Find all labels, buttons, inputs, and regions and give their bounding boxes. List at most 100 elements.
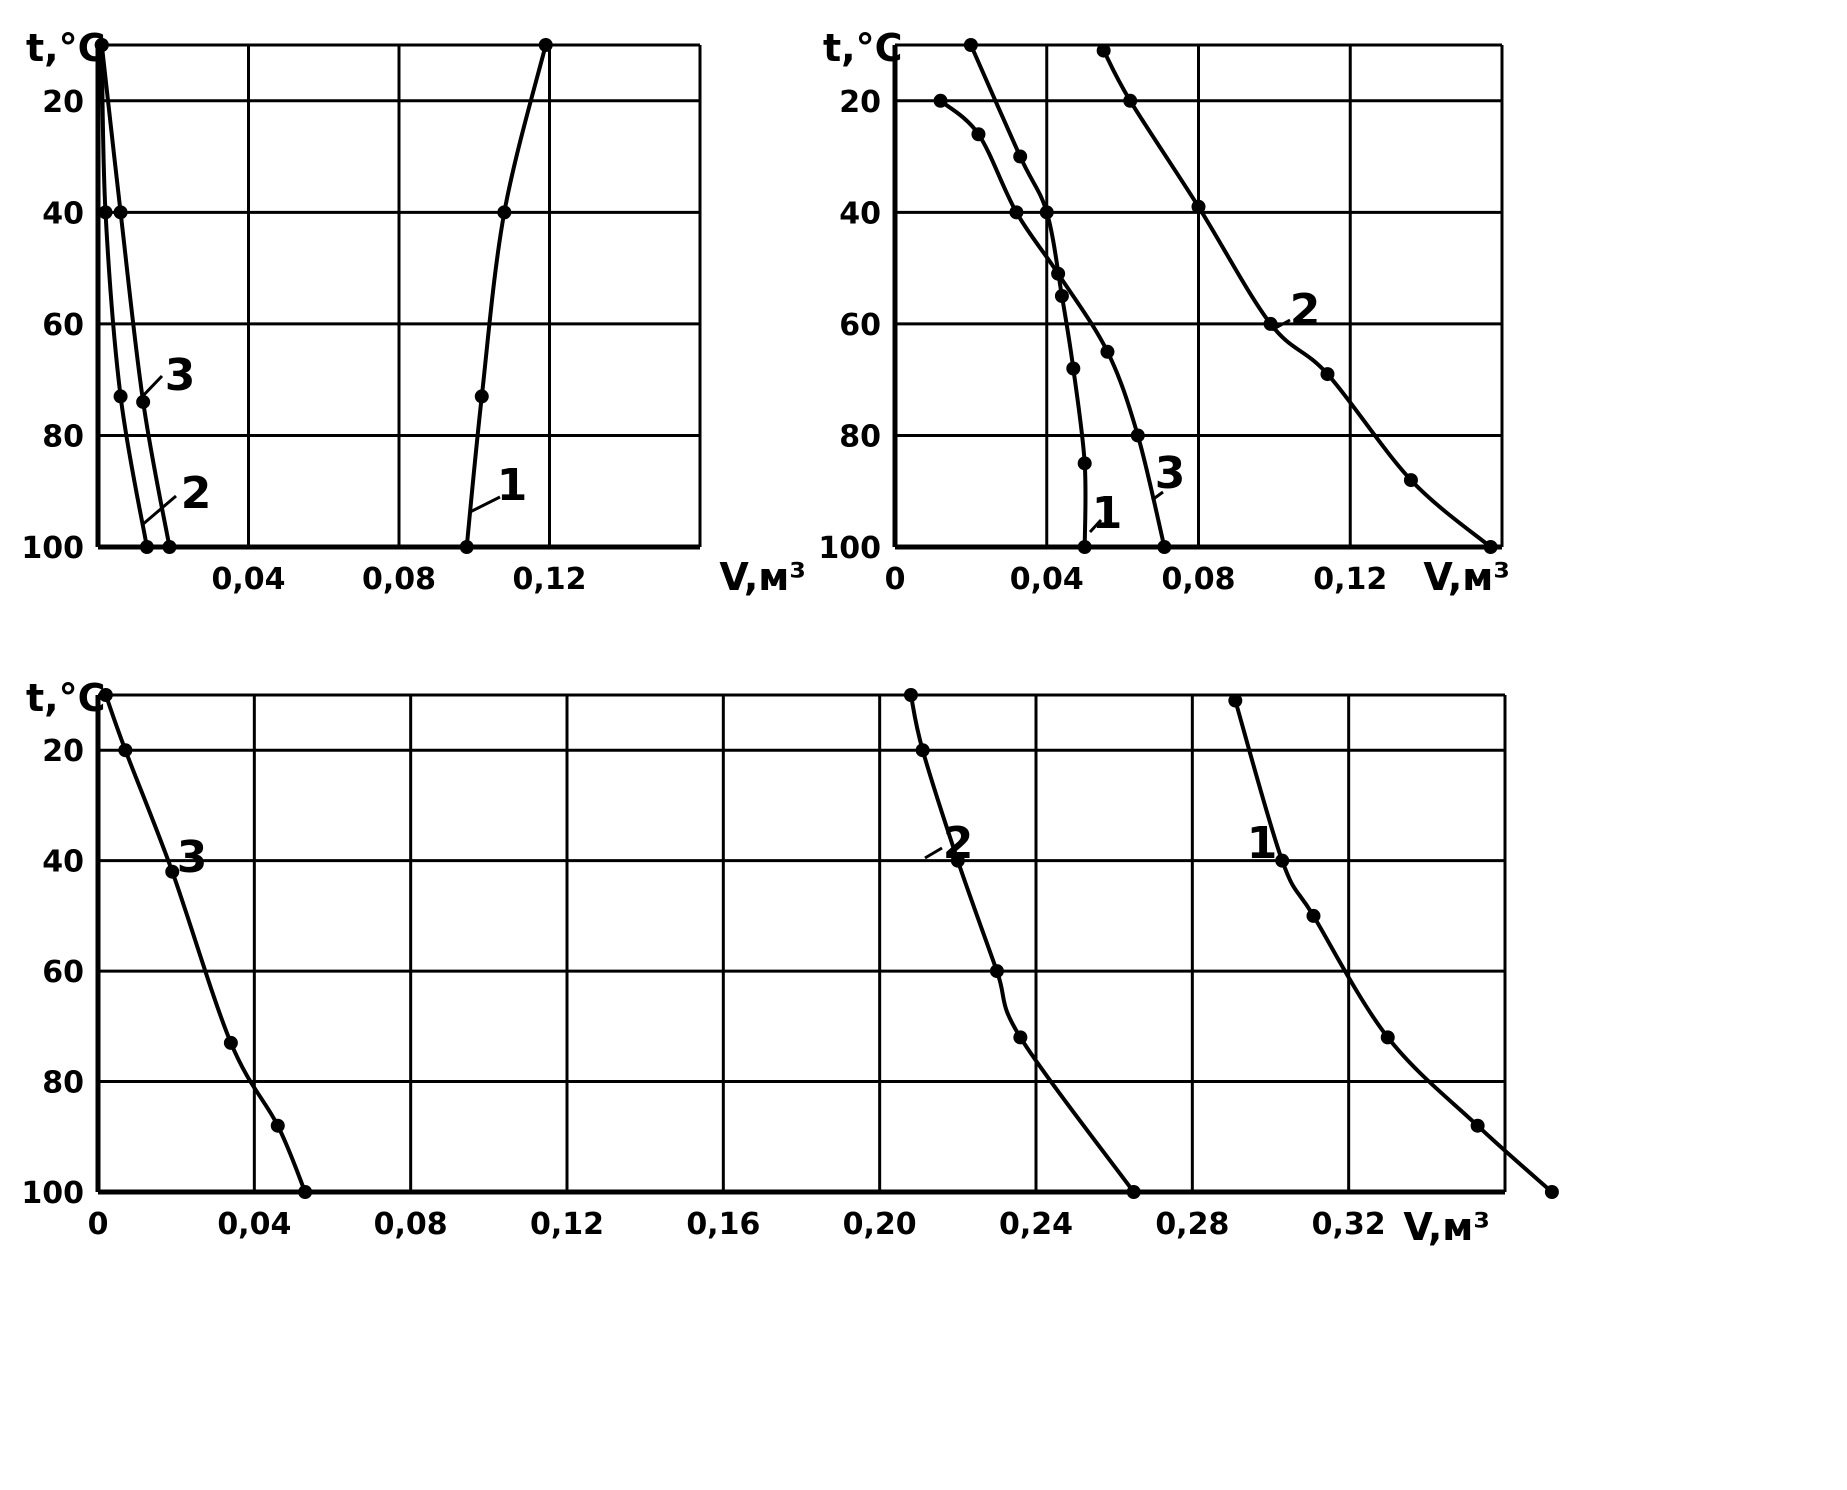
y-tick-label: 100 [21,1176,84,1211]
x-tick-label: 0,20 [843,1207,917,1242]
data-point [270,1118,285,1133]
data-point [1130,428,1145,443]
y-axis-label: t,°C [26,676,106,720]
series-label: 2 [943,818,974,869]
data-point [165,864,180,879]
x-tick-label: 0,12 [530,1207,604,1242]
data-point [98,688,113,702]
data-point [1544,1185,1559,1199]
data-point [1275,853,1290,868]
data-point [497,205,512,220]
y-tick-label: 40 [42,845,84,880]
data-point [963,38,978,52]
data-point [1191,199,1206,214]
data-point [98,205,113,220]
data-point [1077,456,1092,471]
data-point [223,1035,238,1050]
y-tick-label: 60 [42,955,84,990]
x-tick-label: 0 [885,562,906,597]
series-label: 3 [177,832,208,883]
series-label: 1 [497,460,528,511]
series-label: 1 [1092,488,1123,539]
data-point [1470,1118,1485,1133]
label-leader [924,846,943,860]
y-tick-label: 20 [839,85,881,120]
x-tick-label: 0,04 [217,1207,291,1242]
y-tick-label: 40 [839,196,881,231]
data-point [989,964,1004,979]
series-line-1 [464,43,548,549]
data-point [1096,43,1111,58]
data-point [1403,473,1418,488]
data-point [118,743,133,758]
data-point [1126,1185,1141,1199]
x-tick-label: 0 [88,1207,109,1242]
data-point [1066,361,1081,376]
data-point [162,540,177,554]
series-label: 2 [181,468,212,519]
data-point [950,853,965,868]
y-tick-label: 20 [42,734,84,769]
data-point [1306,908,1321,923]
label-leader [141,494,177,527]
x-axis-label: V,м³ [1423,555,1510,599]
data-point [1013,149,1028,164]
data-point [1157,540,1172,554]
label-leader [469,495,501,514]
data-point [933,93,948,108]
label-leader [1088,518,1103,534]
y-axis-label: t,°C [26,26,106,70]
x-tick-label: 0,08 [362,562,436,597]
y-tick-label: 20 [42,85,84,120]
series-line-2 [908,693,1136,1194]
x-tick-label: 0,04 [211,562,285,597]
data-point [1039,205,1054,220]
series-label: 1 [1247,818,1278,869]
series-label: 2 [1290,285,1321,336]
data-point [538,38,553,52]
y-tick-label: 80 [42,419,84,454]
x-tick-label: 0,32 [1312,1207,1386,1242]
data-point [113,389,128,404]
data-point [1013,1030,1028,1045]
data-point [915,743,930,758]
data-point [1123,93,1138,108]
data-point [1054,289,1069,303]
data-point [1100,344,1115,359]
data-point [1051,266,1066,281]
x-tick-label: 0,12 [1313,562,1387,597]
series-label: 3 [165,350,196,401]
y-tick-label: 40 [42,196,84,231]
x-axis-label: V,м³ [1403,1205,1490,1249]
y-tick-label: 100 [818,531,881,566]
data-point [1228,693,1243,708]
x-tick-label: 0,04 [1010,562,1084,597]
label-leader [137,374,164,402]
data-point [1320,367,1335,382]
y-tick-label: 80 [839,419,881,454]
x-axis-label: V,м³ [719,555,806,599]
series-line-2 [99,43,149,549]
data-point [113,205,128,220]
data-point [971,127,986,142]
y-axis-label: t,°C [823,26,903,70]
data-point [139,540,154,554]
x-tick-label: 0,08 [1161,562,1235,597]
series-label: 3 [1155,448,1186,499]
data-point [1077,540,1092,554]
chart-top-left: 20 40 60 80 100 0,04 0,08 0,12 t,°C V,м³ 1 2 3 [21,26,806,599]
data-point [474,389,489,404]
x-tick-label: 0,24 [999,1207,1073,1242]
series-line-3 [103,693,308,1194]
data-point [94,38,109,52]
data-point [1380,1030,1395,1045]
y-tick-label: 60 [42,308,84,343]
y-tick-label: 60 [839,308,881,343]
x-tick-label: 0,08 [374,1207,448,1242]
series-line-3 [99,43,172,549]
label-leader [1271,318,1291,332]
data-point [1009,205,1024,220]
